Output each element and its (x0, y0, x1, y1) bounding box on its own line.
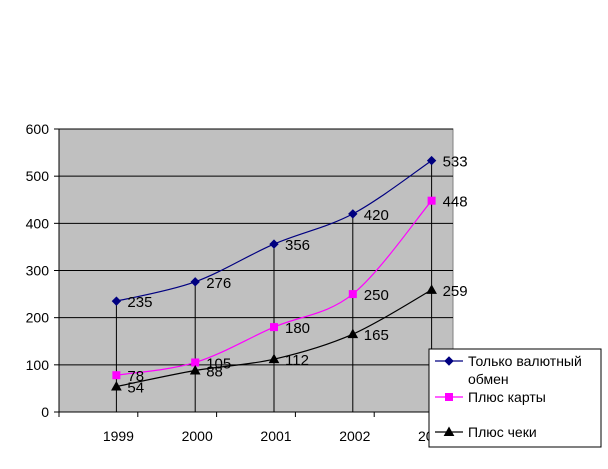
y-tick-label: 300 (26, 263, 50, 279)
data-point (111, 381, 122, 391)
data-point (269, 239, 279, 249)
gridlines (59, 128, 453, 366)
legend-marker (444, 356, 454, 366)
data-label: 250 (364, 287, 389, 304)
legend-item-2: Плюс карты (435, 389, 546, 405)
legend-marker (443, 426, 455, 436)
legend-item-3: Плюс чеки (435, 424, 537, 440)
data-label: 112 (285, 352, 309, 369)
data-labels: 235 276 356 420 533 78 105 180 250 448 54 88 112 165 2… (127, 154, 467, 397)
data-label: 105 (206, 355, 231, 372)
data-label: 54 (127, 380, 144, 397)
legend-box (428, 348, 602, 448)
data-point (426, 284, 437, 294)
data-label: 259 (443, 283, 468, 300)
data-point (191, 358, 200, 367)
data-point (427, 196, 436, 205)
legend-marker (445, 393, 453, 401)
data-label: 165 (364, 327, 389, 344)
data-point (112, 371, 121, 380)
data-label: 88 (206, 363, 223, 380)
data-label: 533 (443, 154, 468, 171)
legend-label: Плюс чеки (468, 424, 537, 440)
data-point (189, 364, 201, 375)
data-label: 78 (127, 368, 144, 385)
legend-label: Плюс карты (468, 389, 546, 405)
data-point (426, 155, 437, 166)
legend-label: Только валютный обмен (468, 353, 582, 387)
y-tick-label: 200 (26, 310, 50, 326)
series-3 (111, 284, 437, 391)
data-point (190, 277, 200, 287)
legend-label-line: обмен (468, 371, 509, 387)
series-layer (111, 155, 437, 391)
x-tick-label: 2000 (182, 428, 213, 444)
y-tick-label: 500 (26, 168, 50, 184)
x-tick-label: 2001 (260, 428, 291, 444)
data-point (348, 209, 358, 219)
data-point (347, 328, 359, 339)
y-tick-label: 0 (41, 404, 49, 420)
series-2 (112, 196, 436, 380)
x-tick-label: 1999 (103, 428, 134, 444)
data-point (111, 296, 122, 306)
data-label: 420 (364, 207, 389, 224)
data-point (270, 323, 278, 332)
legend: Только валютный обмен Плюс карты Плюс чеки (428, 348, 602, 448)
y-tick-label: 600 (26, 121, 50, 137)
legend-item-1: Только валютный обмен (435, 353, 582, 387)
series-1 (111, 155, 437, 306)
data-label: 448 (443, 194, 468, 211)
data-point (268, 353, 280, 364)
data-point (348, 290, 357, 299)
data-label: 276 (206, 275, 231, 292)
y-tick-label: 100 (26, 357, 50, 373)
x-tick-label: 2002 (339, 428, 370, 444)
axes: 010020030040050060019992000200120022003 (26, 121, 454, 444)
legend-label-line: Только валютный (468, 353, 582, 369)
data-label: 235 (127, 294, 152, 311)
y-tick-label: 400 (26, 215, 50, 231)
data-label: 356 (285, 237, 310, 254)
data-label: 180 (285, 320, 310, 337)
